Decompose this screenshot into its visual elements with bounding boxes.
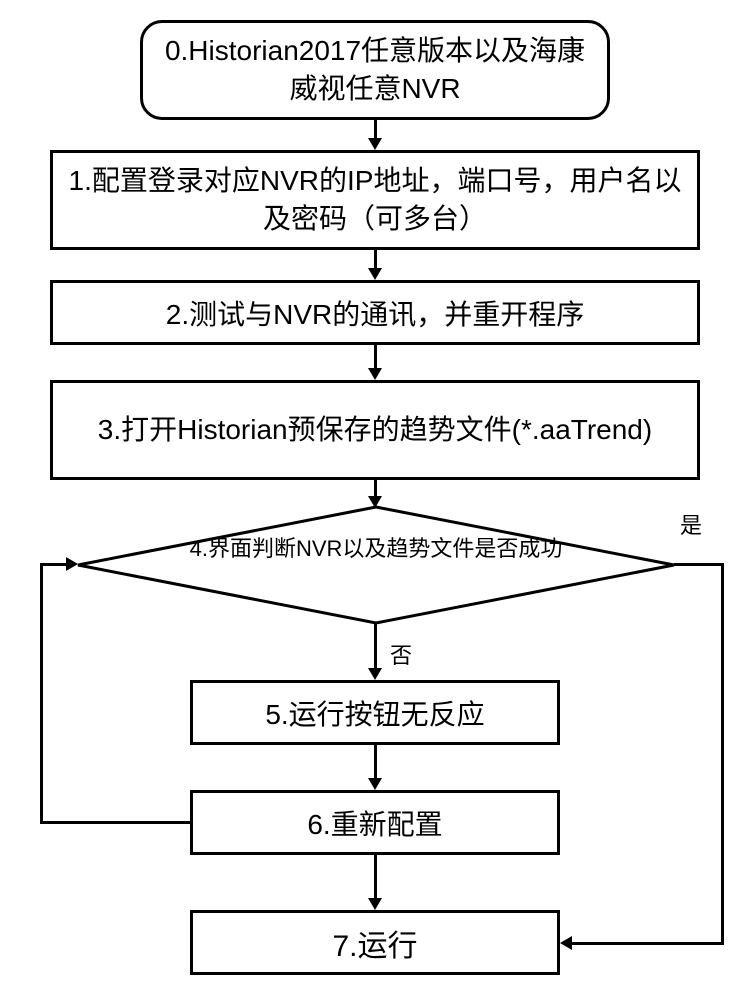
arrow-line: [374, 250, 377, 270]
yes-label: 是: [680, 508, 702, 540]
arrow-head: [368, 778, 382, 790]
step-2-text: 2.测试与NVR的通讯，并重开程序: [53, 293, 697, 333]
step-7-text: 7.运行: [193, 921, 557, 965]
arrow-head: [368, 898, 382, 910]
yes-line-h: [674, 563, 724, 566]
yes-line-v: [721, 563, 724, 945]
no-label: 否: [390, 638, 412, 670]
arrow-line: [374, 855, 377, 900]
arrow-head: [368, 668, 382, 680]
arrow-head: [368, 138, 382, 150]
loop-line-h2: [40, 563, 68, 566]
arrow-line: [374, 623, 377, 670]
step-3: 3.打开Historian预保存的趋势文件(*.aaTrend): [50, 380, 700, 480]
loop-line-h1: [40, 821, 190, 824]
step-2: 2.测试与NVR的通讯，并重开程序: [50, 280, 700, 345]
step-1-text: 1.配置登录对应NVR的IP地址，端口号，用户名以及密码（可多台）: [63, 162, 687, 238]
decision-node: [76, 505, 676, 625]
step-5-text: 5.运行按钮无反应: [193, 693, 557, 733]
loop-line-v: [40, 563, 43, 824]
loop-arrow-head: [66, 557, 78, 571]
decision-text: 4.界面判断NVR以及趋势文件是否成功: [186, 535, 566, 564]
arrow-head: [368, 268, 382, 280]
yes-arrow-head: [560, 936, 572, 950]
arrow-line: [374, 745, 377, 780]
step-3-text: 3.打开Historian预保存的趋势文件(*.aaTrend): [63, 411, 687, 449]
step-5: 5.运行按钮无反应: [190, 680, 560, 745]
arrow-line: [374, 120, 377, 140]
start-node: 0.Historian2017任意版本以及海康威视任意NVR: [140, 20, 610, 120]
start-node-text: 0.Historian2017任意版本以及海康威视任意NVR: [157, 32, 593, 108]
step-6: 6.重新配置: [190, 790, 560, 855]
arrow-head: [368, 368, 382, 380]
step-7: 7.运行: [190, 910, 560, 975]
step-6-text: 6.重新配置: [193, 803, 557, 843]
step-1: 1.配置登录对应NVR的IP地址，端口号，用户名以及密码（可多台）: [50, 150, 700, 250]
arrow-line: [374, 345, 377, 370]
yes-line-h2: [572, 942, 724, 945]
